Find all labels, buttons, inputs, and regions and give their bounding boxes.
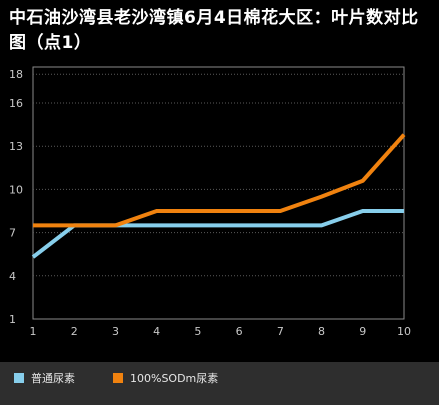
data-point xyxy=(113,223,117,227)
data-point xyxy=(196,209,200,213)
x-tick-label: 4 xyxy=(153,325,160,338)
legend-item-series-1: 普通尿素 xyxy=(14,371,75,385)
plot-area xyxy=(32,66,405,320)
legend-swatch-1 xyxy=(14,373,24,383)
data-point xyxy=(361,179,365,183)
data-point xyxy=(402,133,406,137)
data-point xyxy=(278,223,282,227)
legend-label-2: 100%SODm尿素 xyxy=(130,372,219,385)
x-tick-label: 3 xyxy=(112,325,119,338)
x-tick-label: 6 xyxy=(236,325,243,338)
data-point xyxy=(237,223,241,227)
data-point xyxy=(31,255,35,259)
x-tick-label: 7 xyxy=(277,325,284,338)
legend-item-series-2: 100%SODm尿素 xyxy=(113,371,218,385)
data-point xyxy=(155,209,159,213)
chart-title: 中石油沙湾县老沙湾镇6月4日棉花大区：叶片数对比图（点1） xyxy=(9,8,419,53)
data-point xyxy=(361,209,365,213)
x-tick-label: 9 xyxy=(359,325,366,338)
y-tick-label: 1 xyxy=(9,313,16,326)
data-point xyxy=(320,195,324,199)
data-point xyxy=(196,223,200,227)
x-tick-label: 1 xyxy=(30,325,37,338)
y-tick-label: 10 xyxy=(9,183,23,196)
legend-swatch-2 xyxy=(113,373,123,383)
data-point xyxy=(155,223,159,227)
series-line-2 xyxy=(33,133,406,228)
y-tick-label: 4 xyxy=(9,270,16,283)
y-tick-label: 18 xyxy=(9,68,23,81)
x-tick-label: 8 xyxy=(318,325,325,338)
y-tick-label: 16 xyxy=(9,97,23,110)
y-tick-label: 13 xyxy=(9,140,23,153)
data-point xyxy=(237,209,241,213)
legend: 普通尿素 100%SODm尿素 xyxy=(0,362,439,405)
line-chart: 1 4 7 10 13 16 18 1 2 3 4 5 6 7 8 9 10 xyxy=(9,66,411,338)
data-point xyxy=(31,223,35,227)
x-tick-label: 10 xyxy=(397,325,411,338)
x-tick-label: 2 xyxy=(71,325,78,338)
y-tick-label: 7 xyxy=(9,227,16,240)
data-point xyxy=(72,223,76,227)
legend-label-1: 普通尿素 xyxy=(31,372,75,385)
x-tick-label: 5 xyxy=(194,325,201,338)
data-point xyxy=(278,209,282,213)
data-point xyxy=(402,209,406,213)
data-point xyxy=(320,223,324,227)
